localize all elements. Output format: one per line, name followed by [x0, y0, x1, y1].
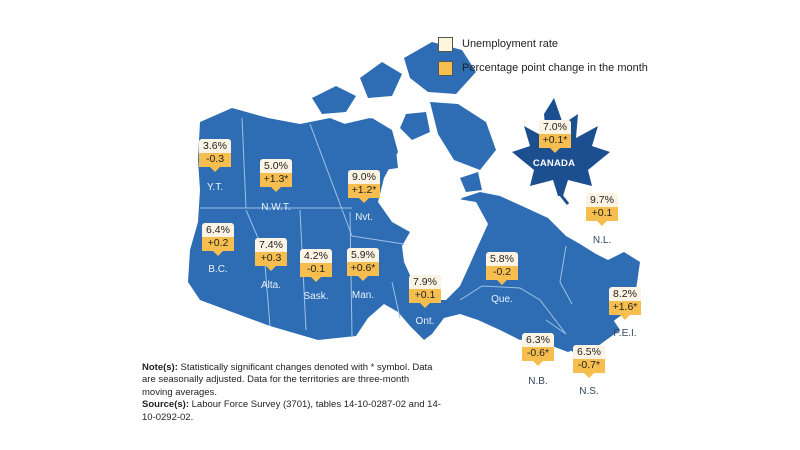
change-value: +1.3* — [260, 173, 292, 187]
marker-pei: 8.2% +1.6* — [609, 287, 641, 320]
region-label-nb: N.B. — [528, 376, 548, 387]
marker-pointer — [550, 148, 560, 153]
source-block: Source(s): Labour Force Survey (3701), t… — [142, 399, 442, 424]
marker-saskatchewan: 4.2% -0.1 — [300, 249, 332, 282]
rate-value: 9.0% — [348, 170, 380, 184]
rate-value: 4.2% — [300, 249, 332, 263]
rate-value: 5.0% — [260, 159, 292, 173]
region-label-bc: B.C. — [208, 264, 228, 275]
change-value: +1.2* — [348, 184, 380, 198]
marker-pointer — [271, 187, 281, 192]
region-label-pei: P.E.I. — [613, 328, 637, 339]
marker-pointer — [266, 266, 276, 271]
arctic-island — [360, 62, 402, 98]
change-value: +0.6* — [347, 262, 379, 276]
change-value: +0.1 — [409, 289, 441, 303]
arctic-island — [430, 102, 496, 170]
legend-item-change: Percentage point change in the month — [438, 57, 648, 79]
footnotes: Note(s): Statistically significant chang… — [142, 362, 442, 424]
change-value: +0.1 — [586, 207, 618, 221]
change-value: -0.7* — [573, 359, 605, 373]
arctic-island — [400, 112, 430, 140]
source-text: Labour Force Survey (3701), tables 14-10… — [142, 399, 441, 423]
marker-nova-scotia: 6.5% -0.7* — [573, 345, 605, 378]
rate-value: 5.9% — [347, 248, 379, 262]
legend-item-rate: Unemployment rate — [438, 33, 648, 55]
marker-pointer — [311, 277, 321, 282]
change-value: +0.2 — [202, 237, 234, 251]
rate-value: 5.8% — [486, 252, 518, 266]
marker-pointer — [620, 315, 630, 320]
marker-newfoundland-labrador: 9.7% +0.1 — [586, 193, 618, 226]
marker-alberta: 7.4% +0.3 — [255, 238, 287, 271]
change-value: -0.3 — [199, 153, 231, 167]
rate-value: 3.6% — [199, 139, 231, 153]
marker-pointer — [533, 361, 543, 366]
change-value: +1.6* — [609, 301, 641, 315]
hudson-bay — [402, 198, 488, 300]
marker-canada: 7.0% +0.1* — [539, 120, 571, 153]
legend-label-rate: Unemployment rate — [462, 38, 558, 50]
region-label-saskatchewan: Sask. — [303, 291, 329, 302]
note-block: Note(s): Statistically significant chang… — [142, 362, 442, 399]
change-value: -0.6* — [522, 347, 554, 361]
arctic-island — [312, 86, 356, 114]
marker-northwest-territories: 5.0% +1.3* — [260, 159, 292, 192]
rate-value: 6.4% — [202, 223, 234, 237]
marker-pointer — [358, 276, 368, 281]
rate-value: 8.2% — [609, 287, 641, 301]
legend-label-change: Percentage point change in the month — [462, 62, 648, 74]
marker-quebec: 5.8% -0.2 — [486, 252, 518, 285]
note-label: Note(s): — [142, 362, 178, 373]
maple-leaf-stem — [558, 193, 570, 205]
arctic-island — [460, 172, 482, 192]
marker-pointer — [584, 373, 594, 378]
rate-value: 7.9% — [409, 275, 441, 289]
region-label-alberta: Alta. — [260, 280, 281, 291]
marker-pointer — [497, 280, 507, 285]
legend-swatch-rate — [438, 36, 453, 52]
marker-pointer — [359, 198, 369, 203]
label-canada: CANADA — [532, 158, 576, 169]
marker-pointer — [597, 221, 607, 226]
marker-nunavut: 9.0% +1.2* — [348, 170, 380, 203]
change-value: -0.2 — [486, 266, 518, 280]
region-label-nwt: N.W.T. — [261, 202, 291, 213]
rate-value: 7.4% — [255, 238, 287, 252]
region-label-yukon: Y.T. — [207, 182, 223, 193]
arctic-island — [344, 118, 376, 146]
marker-manitoba: 5.9% +0.6* — [347, 248, 379, 281]
mainland-shape — [188, 108, 640, 352]
note-text: Statistically significant changes denote… — [142, 362, 433, 398]
rate-value: 6.5% — [573, 345, 605, 359]
change-value: -0.1 — [300, 263, 332, 277]
marker-british-columbia: 6.4% +0.2 — [202, 223, 234, 256]
marker-ontario: 7.9% +0.1 — [409, 275, 441, 308]
marker-pointer — [420, 303, 430, 308]
change-value: +0.3 — [255, 252, 287, 266]
legend-swatch-change — [438, 60, 453, 76]
region-label-ontario: Ont. — [415, 316, 435, 327]
region-label-nunavut: Nvt. — [355, 212, 373, 223]
rate-value: 6.3% — [522, 333, 554, 347]
rate-value: 9.7% — [586, 193, 618, 207]
source-label: Source(s): — [142, 399, 189, 411]
marker-yukon: 3.6% -0.3 — [199, 139, 231, 172]
change-value: +0.1* — [539, 134, 571, 148]
region-label-nl: N.L. — [592, 235, 612, 246]
region-label-quebec: Que. — [491, 294, 513, 305]
rate-value: 7.0% — [539, 120, 571, 134]
region-label-manitoba: Man. — [351, 290, 375, 301]
region-label-ns: N.S. — [579, 386, 599, 397]
legend: Unemployment rate Percentage point chang… — [438, 33, 648, 81]
arctic-island — [380, 150, 398, 170]
marker-pointer — [210, 167, 220, 172]
marker-pointer — [213, 251, 223, 256]
marker-new-brunswick: 6.3% -0.6* — [522, 333, 554, 366]
